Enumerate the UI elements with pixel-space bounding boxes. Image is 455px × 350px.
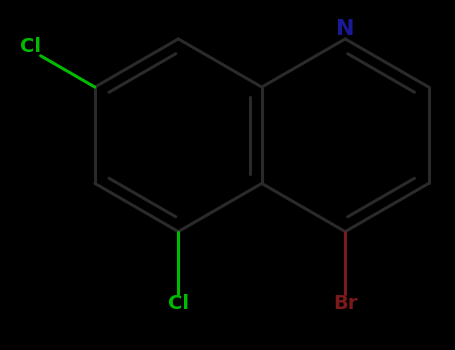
- Text: Br: Br: [333, 294, 357, 313]
- Text: Cl: Cl: [20, 37, 40, 56]
- Text: Cl: Cl: [168, 294, 189, 313]
- Text: N: N: [336, 19, 354, 39]
